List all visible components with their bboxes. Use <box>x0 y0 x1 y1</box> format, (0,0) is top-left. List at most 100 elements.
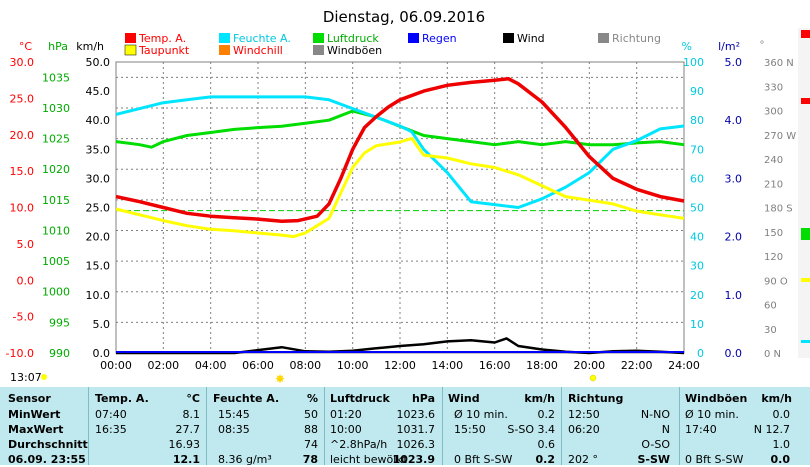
wind-tick-label: 30.0 <box>86 172 111 185</box>
temp-tick-label: 25.0 <box>10 92 35 105</box>
row-cell-d-val: N <box>661 423 670 436</box>
x-tick-label: 06:00 <box>242 359 274 372</box>
direction-tick-label: 240 <box>764 155 783 166</box>
row-cell-w-val: 0.6 <box>537 438 556 451</box>
direction-tick-label: 180 S <box>764 204 793 215</box>
header-gusts-unit: km/h <box>761 392 792 405</box>
series-temperature <box>115 76 685 224</box>
header-direction: Richtung <box>568 392 624 405</box>
humidity-unit-label: % <box>682 40 692 53</box>
pressure-tick-label: 1005 <box>42 255 70 268</box>
series-humidity <box>115 95 685 209</box>
row-cell-g-time: 0 Bft S-SW <box>685 453 744 466</box>
legend-label-rain: Regen <box>422 32 457 45</box>
direction-tick-label: 210 <box>764 179 783 190</box>
series-group <box>115 76 685 355</box>
temp-tick-label: 15.0 <box>10 165 35 178</box>
axis-ticks: 00:00 02:00 04:00 06:00 08:00 10:00 12:00 14:00… <box>6 56 797 372</box>
row-cell-w-time: 0 Bft S-SW <box>454 453 513 466</box>
humidity-tick-label: 10 <box>690 318 704 331</box>
direction-tick-label: 330 <box>764 82 783 93</box>
row-cell-t-time: 07:40 <box>95 408 127 421</box>
legend: Temp. A. Taupunkt Feuchte A. Windchill L… <box>124 32 661 57</box>
x-tick-label: 10:00 <box>337 359 369 372</box>
x-tick-label: 22:00 <box>621 359 653 372</box>
legend-label-direction: Richtung <box>612 32 661 45</box>
row-cell-h-time: 8.36 g/m³ <box>218 453 272 466</box>
col-divider <box>561 387 562 465</box>
wind-tick-label: 0.0 <box>93 347 111 360</box>
x-tick-label: 14:00 <box>431 359 463 372</box>
temp-tick-label: -10.0 <box>6 347 34 360</box>
row-cell-p-time: leicht bewölkt <box>330 453 407 466</box>
row-cell-t-time: 16:35 <box>95 423 127 436</box>
header-gusts: Windböen <box>685 392 748 405</box>
col-divider <box>442 387 443 465</box>
humidity-tick-label: 70 <box>690 143 704 156</box>
row-cell-w-time: Ø 10 min. <box>454 408 508 421</box>
row-cell-p-time: 10:00 <box>330 423 362 436</box>
rain-tick-label: 2.0 <box>725 231 743 244</box>
temp-tick-label: 10.0 <box>10 202 35 215</box>
humidity-tick-label: 80 <box>690 114 704 127</box>
x-tick-label: 20:00 <box>573 359 605 372</box>
row-cell-w-time: 15:50 <box>454 423 486 436</box>
right-strip <box>798 28 810 358</box>
legend-swatch-humidity <box>219 33 230 43</box>
pressure-tick-label: 995 <box>49 316 70 329</box>
header-wind-unit: km/h <box>524 392 555 405</box>
wind-tick-label: 40.0 <box>86 114 111 127</box>
row-label: 06.09. 23:55 <box>8 453 86 466</box>
col-divider <box>679 387 680 465</box>
pressure-tick-label: 1035 <box>42 71 70 84</box>
wind-tick-label: 10.0 <box>86 289 111 302</box>
row-cell-p-val: 1026.3 <box>396 438 436 451</box>
rain-tick-label: 5.0 <box>725 56 743 69</box>
row-cell-h-val: 88 <box>304 423 318 436</box>
x-tick-label: 00:00 <box>100 359 132 372</box>
header-humidity-unit: % <box>306 392 318 405</box>
row-cell-t-val: 16.93 <box>168 438 201 451</box>
humidity-tick-label: 50 <box>690 202 704 215</box>
humidity-tick-label: 40 <box>690 231 704 244</box>
humidity-tick-label: 20 <box>690 289 704 302</box>
row-cell-h-time: 08:35 <box>218 423 250 436</box>
x-tick-label: 24:00 <box>668 359 700 372</box>
direction-tick-label: 150 <box>764 228 783 239</box>
legend-label-temp: Temp. A. <box>138 32 186 45</box>
row-cell-h-val: 74 <box>304 438 318 451</box>
row-cell-t-val: 27.7 <box>175 423 201 436</box>
wind-tick-label: 25.0 <box>86 202 111 215</box>
row-cell-d-time: 12:50 <box>568 408 600 421</box>
humidity-tick-label: 90 <box>690 85 704 98</box>
legend-swatch-pressure <box>313 33 324 43</box>
temp-unit-label: °C <box>19 40 33 53</box>
row-label: MinWert <box>8 408 61 421</box>
row-cell-h-val: 78 <box>302 453 318 466</box>
sunrise-icon: ✸ <box>275 372 285 386</box>
rain-unit-label: l/m² <box>718 40 740 53</box>
row-cell-h-time: 15:45 <box>218 408 250 421</box>
temp-tick-label: 30.0 <box>10 56 35 69</box>
row-cell-g-val: N 12.7 <box>753 423 790 436</box>
row-cell-g-val: 0.0 <box>772 408 791 421</box>
right-marker-temp-2 <box>801 98 810 104</box>
col-divider <box>206 387 207 465</box>
x-tick-label: 04:00 <box>195 359 227 372</box>
row-cell-p-val: 1023.9 <box>392 453 435 466</box>
header-pressure-unit: hPa <box>411 392 435 405</box>
rain-tick-label: 0.0 <box>725 347 743 360</box>
direction-tick-label: 300 <box>764 107 783 118</box>
pressure-tick-label: 1030 <box>42 102 70 115</box>
direction-unit-label: ° <box>760 40 765 51</box>
direction-tick-label: 30 <box>764 325 777 336</box>
legend-swatch-windchill <box>219 45 230 55</box>
legend-swatch-rain <box>408 33 419 43</box>
header-wind: Wind <box>448 392 480 405</box>
statistics-panel: Sensor Temp. A. °C Feuchte A. % Luftdruc… <box>0 387 810 466</box>
legend-label-gusts: Windböen <box>327 44 382 57</box>
x-tick-label: 18:00 <box>526 359 558 372</box>
header-temp-unit: °C <box>186 392 200 405</box>
row-cell-p-val: 1031.7 <box>396 423 436 436</box>
rain-tick-label: 3.0 <box>725 172 743 185</box>
